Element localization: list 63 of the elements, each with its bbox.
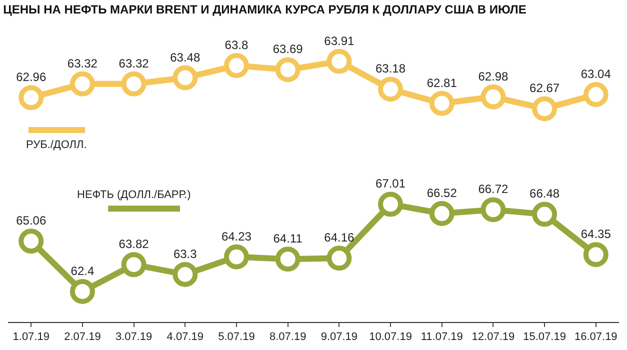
data-label: 64.16 xyxy=(324,230,355,245)
data-label: 67.01 xyxy=(376,176,406,191)
point xyxy=(583,82,608,108)
data-label: 66.52 xyxy=(426,186,458,200)
x-tick-label: 11.07.19 xyxy=(420,331,463,344)
x-tick-label: 10.07.19 xyxy=(369,331,412,344)
data-label: 63.04 xyxy=(580,67,612,82)
point xyxy=(224,53,249,78)
point xyxy=(18,85,44,110)
x-tick-label: 15.07.19 xyxy=(523,331,566,344)
point xyxy=(18,228,44,254)
point xyxy=(429,90,454,116)
point xyxy=(532,96,558,122)
x-tick-label: 4.07.19 xyxy=(166,331,204,344)
point xyxy=(275,246,300,272)
x-tick-label: 9.07.19 xyxy=(320,331,358,344)
point xyxy=(326,48,352,74)
data-label: 62.96 xyxy=(16,70,46,84)
data-label: 63.69 xyxy=(272,42,304,56)
data-label: 62.98 xyxy=(478,69,509,84)
x-tick-label: 1.07.19 xyxy=(12,331,50,344)
data-label: 64.11 xyxy=(273,232,303,246)
data-label: 63.48 xyxy=(170,50,200,64)
x-tick-label: 8.07.19 xyxy=(269,331,306,344)
chart-title: ЦЕНЫ НА НЕФТЬ МАРКИ BRENT И ДИНАМИКА КУРСА РУБЛЯ К ДОЛЛАРУ США В ИЮЛЕ xyxy=(3,2,526,17)
point xyxy=(480,84,506,110)
data-label: 64.23 xyxy=(221,229,252,244)
point xyxy=(429,201,454,226)
data-label: 63.8 xyxy=(224,38,248,52)
x-tick-label: 3.07.19 xyxy=(115,331,152,344)
x-tick-label: 5.07.19 xyxy=(218,331,255,344)
data-label: 66.72 xyxy=(478,182,509,196)
data-label: 63.18 xyxy=(376,62,406,76)
data-label: 63.82 xyxy=(118,237,150,252)
x-tick-label: 2.07.19 xyxy=(64,331,101,344)
data-label: 63.91 xyxy=(324,34,355,48)
point xyxy=(378,76,404,102)
data-label: 62.4 xyxy=(70,264,94,278)
point xyxy=(275,57,300,82)
data-label: 65.06 xyxy=(16,214,46,228)
data-label: 63.3 xyxy=(173,246,198,261)
point xyxy=(172,262,198,287)
point xyxy=(70,278,95,304)
data-label: 62.81 xyxy=(426,76,458,90)
point xyxy=(224,244,249,270)
point xyxy=(378,192,404,217)
x-tick-label: 16.07.19 xyxy=(574,331,618,344)
data-label: 63.32 xyxy=(118,56,150,70)
data-label: 64.35 xyxy=(580,227,612,242)
data-label: 63.32 xyxy=(67,56,98,70)
point xyxy=(70,71,95,96)
point xyxy=(172,65,198,90)
data-label: 66.48 xyxy=(530,186,560,201)
point xyxy=(480,197,506,222)
point xyxy=(583,242,608,268)
point xyxy=(532,202,558,227)
point xyxy=(121,71,146,96)
x-tick-label: 12.07.19 xyxy=(472,331,515,344)
text: НЕФТЬ (ДОЛЛ./БАРР.) xyxy=(77,189,191,201)
point xyxy=(121,252,146,278)
point xyxy=(326,246,352,271)
text: РУБ./ДОЛЛ. xyxy=(26,139,87,151)
data-label: 62.67 xyxy=(530,81,560,96)
